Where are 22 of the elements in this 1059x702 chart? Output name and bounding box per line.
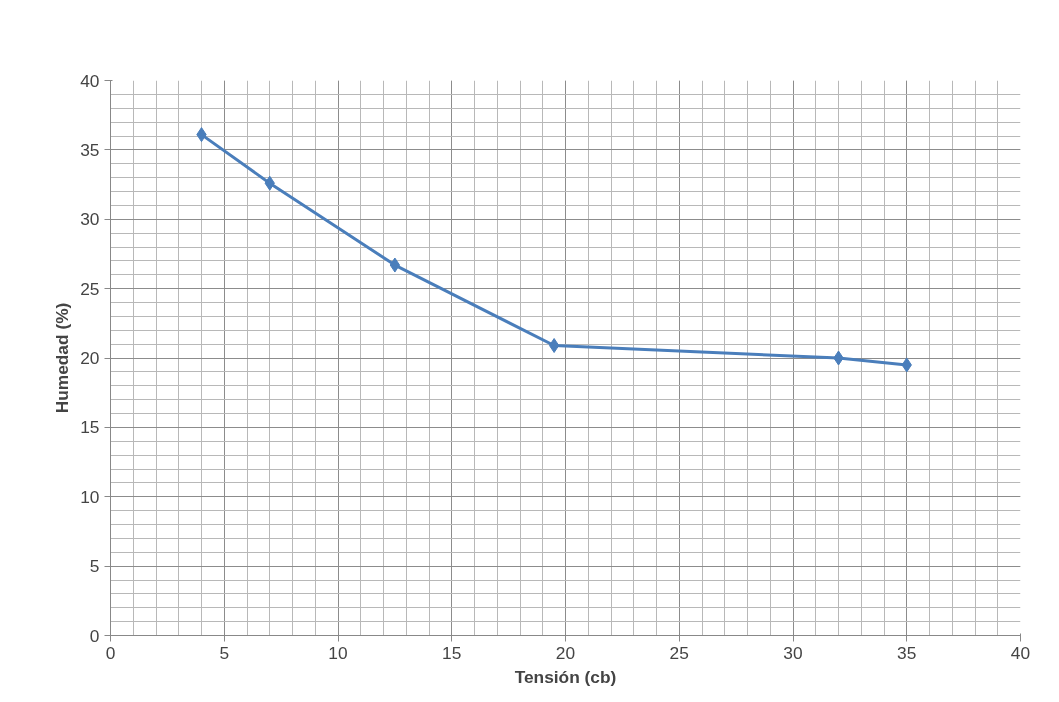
y-tick-label: 40 xyxy=(80,70,100,91)
y-tick-label: 30 xyxy=(80,209,100,230)
y-tick-label: 15 xyxy=(80,417,100,438)
x-tick-label: 0 xyxy=(105,642,116,663)
y-tick-label: 35 xyxy=(80,139,100,160)
x-tick-label: 5 xyxy=(219,642,230,663)
point xyxy=(389,257,401,273)
point xyxy=(548,338,560,354)
x-tick-label: 30 xyxy=(783,642,803,663)
x-tick-label: 25 xyxy=(669,642,689,663)
x-tick-label: 35 xyxy=(897,642,917,663)
x-tick-label: 40 xyxy=(1010,642,1031,663)
y-tick-label: 0 xyxy=(89,625,100,646)
x-tick-label: 15 xyxy=(442,642,462,663)
x-axis-title: Tensión (cb) xyxy=(514,666,617,687)
x-tick-label: 10 xyxy=(328,642,348,663)
y-axis-title: Humedad (%) xyxy=(52,302,73,414)
x-tick-label: 20 xyxy=(555,642,576,663)
y-tick-label: 10 xyxy=(80,486,100,507)
y-tick-label: 25 xyxy=(80,278,100,299)
y-tick-label: 20 xyxy=(80,348,100,368)
y-tick-label: 5 xyxy=(89,556,100,577)
